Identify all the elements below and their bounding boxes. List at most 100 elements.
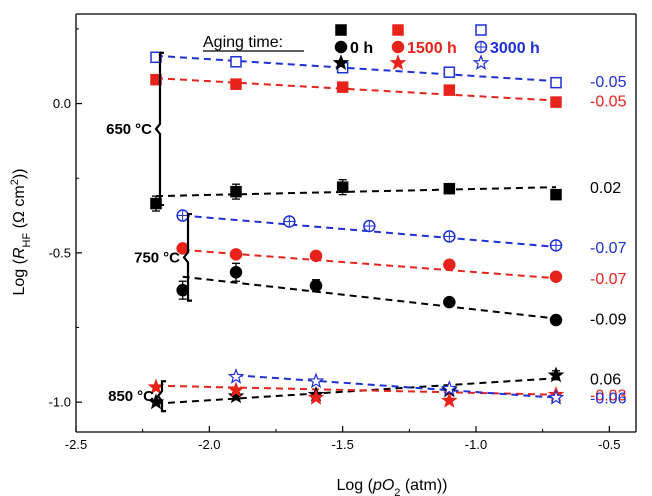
series-650-0h-point xyxy=(550,188,562,201)
legend-marker-3000h-star xyxy=(472,54,490,71)
series-750-3000h-point xyxy=(363,219,376,233)
legend-marker-3000h-square xyxy=(475,24,487,36)
y-axis-title: Log (RHF (Ω cm2)) xyxy=(9,169,33,296)
series-750-0h-point xyxy=(549,313,563,327)
legend-marker-3000h-circle xyxy=(474,40,488,54)
temperature-value: 750 xyxy=(134,249,159,266)
legend-label-0h: 0 h xyxy=(350,40,373,57)
series-650-3000h-point xyxy=(230,56,242,68)
fit-lines xyxy=(155,54,557,405)
series-750-0h-point-shape xyxy=(309,279,323,292)
y-tick-label: -1.0 xyxy=(49,395,71,410)
legend-marker-0h-circle xyxy=(334,40,348,54)
temperature-bracket-650 xyxy=(154,51,164,207)
series-850-1500h-point xyxy=(441,391,458,408)
series-850-1500h-fit-line xyxy=(155,384,557,396)
temperature-value: 650 xyxy=(106,121,131,138)
series-750-1500h-point-shape xyxy=(309,249,323,263)
series-650-1500h-point xyxy=(550,96,562,108)
legend-marker-0h-star xyxy=(332,54,350,71)
legend-marker-1500h-circle xyxy=(391,40,405,54)
series-750-1500h-point-shape xyxy=(549,270,563,283)
slope-labels: 0.02 -0.05 -0.05 -0.09 -0.07 -0.07 0.06-0.03-0… xyxy=(590,74,627,407)
y-tick-label: 0.0 xyxy=(53,96,71,111)
series-750-0h-point-shape xyxy=(229,266,243,279)
temperature-label-750: 750 °C xyxy=(134,249,180,266)
series-750-1500h-point xyxy=(309,249,323,263)
legend-marker-0h-square xyxy=(335,24,347,36)
temperature-label-850: 850 °C xyxy=(108,388,154,405)
x-tick-label: -1.0 xyxy=(465,437,487,452)
series-850-3000h-point xyxy=(227,368,245,384)
series-750-3000h-point xyxy=(443,230,456,243)
series-750-1500h-slope-label: -0.07 xyxy=(590,271,627,288)
series-750-1500h-point-shape xyxy=(443,258,456,272)
series-750-0h-point-shape xyxy=(549,313,563,327)
legend-title: Aging time: xyxy=(203,34,283,51)
series-750-1500h-point xyxy=(443,258,456,272)
series-750-0h-slope-label: -0.09 xyxy=(590,312,627,329)
x-tick-label: -2.5 xyxy=(65,437,87,452)
legend-marker-1500h-square xyxy=(392,24,404,36)
series-850-3000h-fit-line xyxy=(235,374,557,399)
legend-marker-1500h-circle-shape xyxy=(391,40,405,54)
series-650-3000h-fit-line xyxy=(155,54,557,83)
axes: -2.5 -2.0 -1.5 -1.0 -0.5 -1.0 -0.5 0.0 xyxy=(49,13,637,452)
legend-marker-0h-circle-shape xyxy=(334,40,348,54)
series-750-3000h-fit-line xyxy=(182,214,557,248)
legend-label-1500h: 1500 h xyxy=(407,40,457,57)
series-650-3000h-slope-label: -0.05 xyxy=(590,74,627,91)
series-850-0h-fit-line xyxy=(155,377,557,405)
temperature-unit: °C xyxy=(135,121,152,138)
series-750-1500h-point xyxy=(549,270,563,283)
temperature-label-650: 650 °C xyxy=(106,121,152,138)
series-850-1500h-point xyxy=(307,388,325,405)
series-750-0h-fit-line xyxy=(182,275,557,320)
series-850-0h-point xyxy=(227,387,245,404)
series-650-1500h-fit-line xyxy=(155,77,557,102)
series-850-3000h-point xyxy=(307,372,325,389)
series-650-3000h-point xyxy=(550,76,562,89)
series-650-1500h-point xyxy=(336,81,349,93)
series-750-3000h-point xyxy=(283,215,296,228)
series-650-0h-slope-label: 0.02 xyxy=(590,180,621,197)
series-650-1500h-point xyxy=(230,78,242,90)
series-750-1500h-fit-line xyxy=(182,248,557,280)
x-tick-label: -0.5 xyxy=(598,437,620,452)
series-750-0h-point xyxy=(229,266,243,279)
legend-label-3000h: 3000 h xyxy=(490,40,540,57)
series-750-0h-point xyxy=(176,283,189,297)
series-850-1500h-point xyxy=(227,381,245,398)
temperature-unit: °C xyxy=(163,249,180,266)
y-tick-label: -0.5 xyxy=(49,245,71,260)
series-750-3000h-point xyxy=(176,209,189,222)
series-850-3000h-slope-label: -0.06 xyxy=(590,391,627,408)
series-750-0h-point xyxy=(443,295,456,309)
series-750-0h-point xyxy=(309,279,323,292)
legend: Aging time: 0 h 1500 h 3000 h xyxy=(203,24,540,71)
temperature-bracket-750 xyxy=(182,212,192,302)
series-850-0h-point xyxy=(547,366,565,383)
series-650-0h-point xyxy=(336,181,349,193)
x-axis-title: Log (pO2 (atm)) xyxy=(336,477,447,496)
series-750-1500h-point-shape xyxy=(229,248,243,261)
series-750-0h-point-shape xyxy=(443,295,456,309)
series-650-3000h-point xyxy=(443,66,456,78)
series-850-3000h-point xyxy=(547,388,565,405)
x-tick-label: -1.5 xyxy=(331,437,353,452)
series-750-3000h-slope-label: -0.07 xyxy=(590,240,627,257)
series-850-3000h-point xyxy=(441,379,458,396)
temperature-unit: °C xyxy=(137,388,154,405)
series-850-0h-slope-label: 0.06 xyxy=(590,371,621,388)
series-750-0h-point-shape xyxy=(176,283,189,297)
series-650-0h-fit-line xyxy=(155,186,557,198)
series-750-1500h-point xyxy=(229,248,243,261)
series-650-1500h-point xyxy=(443,84,456,96)
error-bars xyxy=(152,179,560,401)
temperature-bracket-850 xyxy=(156,380,166,413)
temperature-value: 850 xyxy=(108,388,133,405)
series-650-0h-point xyxy=(230,185,242,198)
series-650-1500h-slope-label: -0.05 xyxy=(590,94,627,111)
